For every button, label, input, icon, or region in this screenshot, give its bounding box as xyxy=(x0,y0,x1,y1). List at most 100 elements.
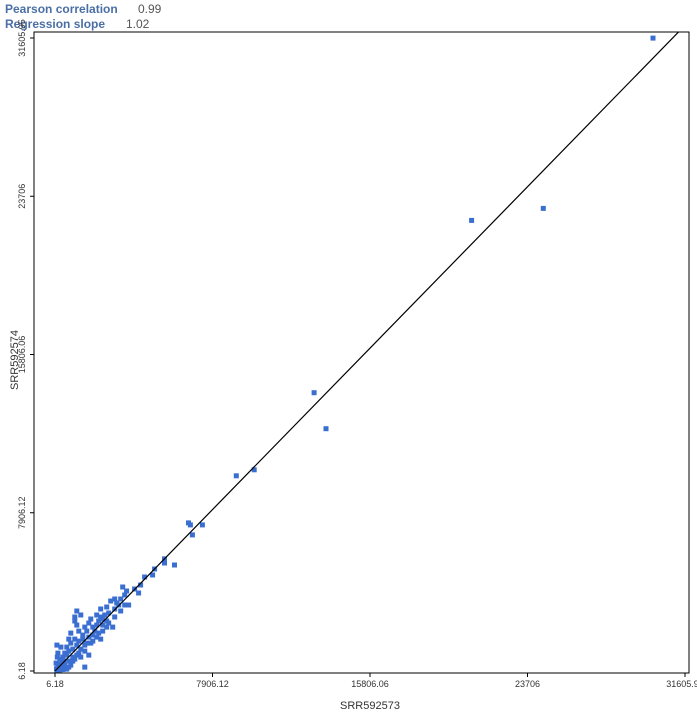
data-point xyxy=(64,644,70,650)
y-tick-label: 15806.06 xyxy=(17,336,27,374)
data-point xyxy=(104,604,110,610)
data-point xyxy=(106,610,112,616)
x-tick-label: 31605.95 xyxy=(666,679,697,689)
data-point xyxy=(104,624,110,630)
data-point xyxy=(199,522,205,528)
data-point xyxy=(162,560,167,566)
data-point xyxy=(68,640,74,646)
data-point xyxy=(90,638,96,644)
data-point xyxy=(108,598,114,604)
data-point xyxy=(100,628,106,634)
data-point xyxy=(138,582,144,588)
y-tick-label: 6.18 xyxy=(17,662,27,680)
x-axis-title: SRR592573 xyxy=(340,700,400,712)
data-point xyxy=(114,600,120,606)
data-point xyxy=(56,661,62,667)
data-point xyxy=(650,35,656,41)
data-point xyxy=(187,522,193,528)
x-tick-label: 23706 xyxy=(515,679,540,689)
data-point xyxy=(94,612,100,618)
data-point xyxy=(112,596,118,602)
slope-value: 1.02 xyxy=(126,17,150,31)
data-point xyxy=(112,614,118,620)
data-point xyxy=(84,640,90,646)
x-tick-label: 6.18 xyxy=(46,679,64,689)
data-point xyxy=(80,636,86,642)
data-point xyxy=(66,664,72,670)
data-point xyxy=(136,590,142,596)
data-point xyxy=(54,654,60,660)
data-point xyxy=(98,606,104,612)
plot-frame xyxy=(33,31,690,674)
data-point xyxy=(86,652,92,658)
data-point xyxy=(120,584,126,590)
data-point xyxy=(124,588,130,594)
y-axis-title: SRR592574 xyxy=(9,330,21,390)
data-point xyxy=(92,628,98,634)
data-point xyxy=(68,630,74,636)
data-point xyxy=(233,473,239,479)
data-point xyxy=(96,618,102,624)
data-point xyxy=(72,618,78,624)
y-tick-label: 23706 xyxy=(17,184,27,209)
data-point xyxy=(100,622,106,628)
data-point xyxy=(102,612,108,618)
data-point xyxy=(78,654,84,660)
data-point xyxy=(57,656,63,662)
y-tick-label: 31605.95 xyxy=(17,19,27,57)
data-point xyxy=(74,608,80,614)
data-point xyxy=(540,205,546,211)
data-point xyxy=(82,664,88,670)
points-layer xyxy=(53,35,656,673)
data-point xyxy=(80,632,86,638)
data-point xyxy=(66,658,72,664)
data-point xyxy=(55,650,61,656)
data-point xyxy=(74,642,80,648)
pearson-label: Pearson correlation xyxy=(5,2,118,16)
pearson-row: Pearson correlation 0.99 xyxy=(5,2,161,17)
data-point xyxy=(122,592,128,598)
data-point xyxy=(96,630,102,636)
data-point xyxy=(189,532,195,538)
data-point xyxy=(82,648,88,654)
y-tick-label: 7906.12 xyxy=(17,496,27,529)
data-point xyxy=(64,652,70,658)
data-point xyxy=(78,612,84,618)
data-point xyxy=(469,217,475,223)
data-point xyxy=(122,602,128,608)
data-point xyxy=(76,638,82,644)
data-point xyxy=(84,628,90,634)
stats-panel: Pearson correlation 0.99 Regression slope… xyxy=(5,2,161,32)
data-point xyxy=(311,390,317,396)
data-point xyxy=(54,667,60,673)
data-point xyxy=(323,426,329,432)
data-point xyxy=(72,614,78,620)
data-point xyxy=(53,660,59,666)
data-point xyxy=(74,652,80,658)
regression-line-layer xyxy=(54,32,680,672)
slope-row: Regression slope 1.02 xyxy=(5,17,161,32)
slope-label: Regression slope xyxy=(5,17,106,31)
x-tick-label: 7906.12 xyxy=(196,679,229,689)
data-point xyxy=(82,624,88,630)
data-point xyxy=(150,572,156,578)
data-point xyxy=(126,602,132,608)
data-point xyxy=(88,616,94,622)
data-point xyxy=(78,646,84,652)
data-point xyxy=(90,632,96,638)
x-axis: 6.18 7906.12 15806.06 23706 31605.95 xyxy=(46,673,697,689)
data-point xyxy=(118,608,124,614)
data-point xyxy=(76,628,82,634)
data-point xyxy=(118,596,124,602)
data-point xyxy=(251,467,257,473)
data-point xyxy=(66,636,72,642)
data-point xyxy=(106,620,112,626)
data-point xyxy=(62,662,68,668)
data-point xyxy=(60,654,66,660)
data-point xyxy=(94,634,100,640)
y-axis: 6.18 7906.12 15806.06 23706 31605.95 xyxy=(17,19,34,680)
data-point xyxy=(98,614,104,620)
data-point xyxy=(90,624,96,630)
data-point xyxy=(86,620,92,626)
